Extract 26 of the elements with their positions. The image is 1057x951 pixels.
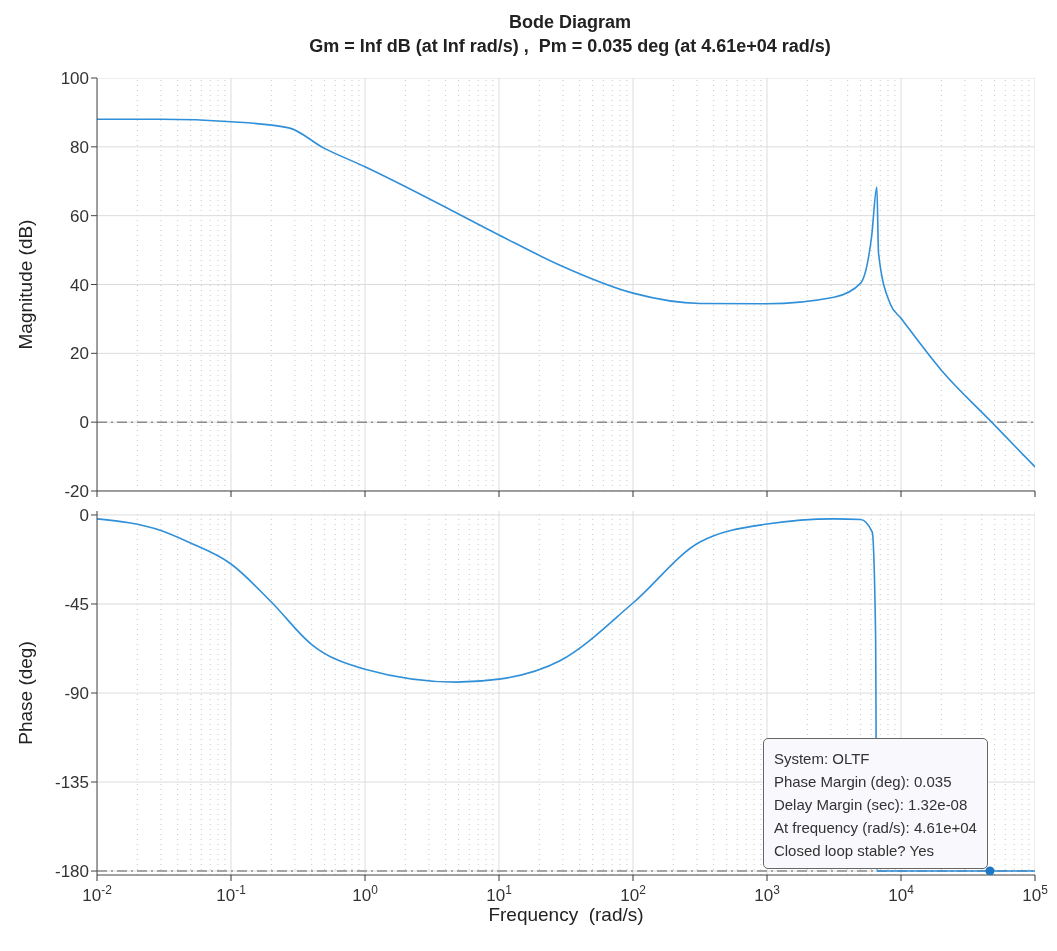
y-tick-label: 100	[60, 69, 89, 89]
y-tick-label: -45	[64, 595, 89, 615]
y-tick-label: 20	[70, 344, 89, 364]
y-tick-label: 0	[79, 413, 89, 433]
y-tick-label: 60	[70, 206, 89, 226]
y-tick-label: -135	[54, 773, 89, 793]
y-tick-label: -180	[54, 862, 89, 882]
chart-title: Bode Diagram	[508, 12, 632, 33]
x-axis-title: Frequency (rad/s)	[488, 904, 644, 925]
x-tick-label: 10$^{2}$	[620, 883, 647, 905]
y-tick-label: -20	[64, 482, 89, 502]
y-axis-title: Phase (deg)	[15, 641, 36, 745]
y-tick-label: 40	[70, 275, 89, 295]
y-tick-label: -90	[64, 684, 89, 704]
x-tick-label: 10$^{4}$	[888, 883, 915, 905]
chart-subtitle: Gm = Inf dB (at Inf rad/s) , Pm = 0.035 deg (at 4.61e+04 rad/s)	[308, 36, 832, 57]
x-tick-label: 10$^{5}$	[1022, 883, 1049, 905]
x-tick-label: 10$^{-2}$	[82, 883, 113, 905]
x-tick-label: 10$^{-1}$	[216, 883, 247, 905]
x-tick-label: 10$^{0}$	[352, 883, 379, 905]
y-tick-label: 0	[79, 505, 89, 525]
x-tick-label: 10$^{3}$	[754, 883, 781, 905]
y-axis-title: Magnitude (dB)	[15, 219, 36, 350]
y-tick-label: 80	[70, 137, 89, 157]
annotation: System: OLTF Phase Margin (deg): 0.035 Delay Margin (sec): 1.32e-08 At frequency (rad/s): 4.61e+04 Closed loop stable? Yes	[762, 738, 988, 870]
x-tick-label: 10$^{1}$	[486, 883, 513, 905]
